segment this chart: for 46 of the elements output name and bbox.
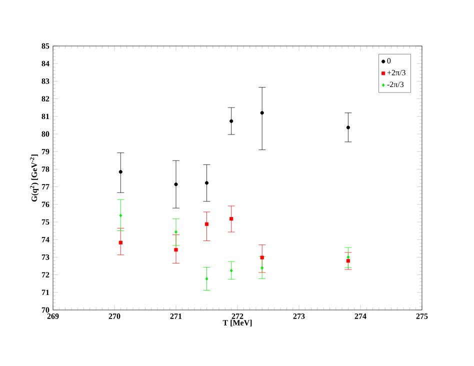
- x-axis-title: T [MeV]: [222, 320, 252, 326]
- point: [230, 268, 233, 272]
- point: [230, 217, 234, 221]
- point: [119, 214, 122, 218]
- x-tick-label: 273: [293, 314, 305, 319]
- x-tick-label: 269: [47, 314, 59, 319]
- x-tick-label: 271: [170, 314, 182, 319]
- point: [230, 119, 234, 123]
- point: [346, 259, 350, 263]
- point: [260, 256, 264, 260]
- point: [118, 170, 122, 174]
- point: [174, 182, 178, 186]
- point: [174, 230, 178, 234]
- point: [118, 240, 122, 244]
- x-tick-label: 274: [354, 314, 366, 319]
- y-tick-label: 80: [42, 131, 50, 137]
- y-axis-title: G(q$^{2}$) [GeV$^{-2}$]: [30, 154, 39, 202]
- y-tick-label: 77: [42, 184, 50, 190]
- y-tick-label: 83: [42, 78, 50, 84]
- x-tick-label: 275: [416, 314, 428, 319]
- y-tick-label: 76: [42, 202, 50, 208]
- point: [174, 248, 178, 252]
- legend-label: +2π/3: [387, 70, 406, 76]
- y-tick-label: 81: [42, 114, 50, 120]
- y-tick-label: 79: [42, 148, 50, 154]
- y-tick-label: 85: [42, 43, 50, 49]
- point: [260, 266, 264, 270]
- legend-label: -2π/3: [387, 82, 404, 88]
- point: [204, 181, 209, 185]
- point: [346, 255, 350, 259]
- y-tick-label: 78: [42, 166, 50, 172]
- y-tick-label: 75: [42, 219, 50, 225]
- point: [205, 277, 208, 281]
- point: [346, 126, 350, 130]
- y-tick-label: 74: [42, 236, 50, 242]
- point: [260, 111, 264, 115]
- legend-label: 0: [387, 58, 391, 64]
- y-tick-label: 72: [42, 272, 50, 278]
- y-tick-label: 73: [42, 254, 50, 260]
- y-tick-label: 82: [42, 96, 50, 102]
- y-tick-label: 84: [42, 60, 50, 66]
- y-tick-label: 71: [42, 290, 50, 296]
- point: [204, 222, 209, 226]
- y-tick-label: 70: [42, 307, 50, 313]
- x-tick-label: 270: [108, 314, 120, 319]
- x-tick-label: 272: [232, 314, 244, 319]
